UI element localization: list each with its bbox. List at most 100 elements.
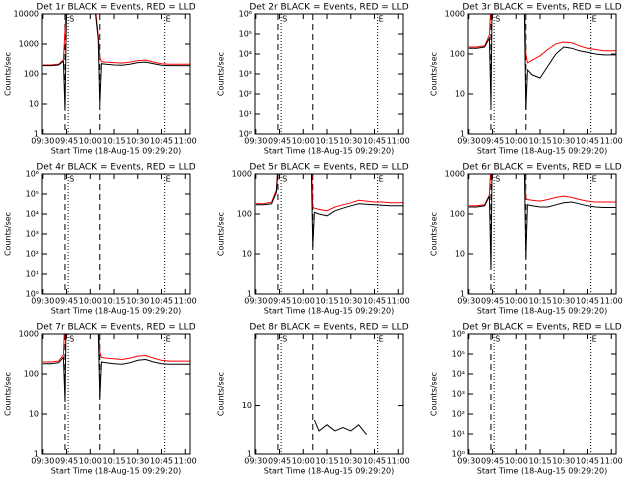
x-tick-label: 09:30 bbox=[457, 137, 480, 146]
y-tick-label: 10 bbox=[242, 250, 252, 259]
y-tick-label: 10⁰ bbox=[26, 290, 39, 299]
marker-label: S bbox=[282, 175, 287, 184]
x-tick-label: 10:30 bbox=[552, 457, 575, 466]
y-tick-label: 1 bbox=[460, 290, 465, 299]
axis-frame bbox=[254, 333, 404, 455]
series-line bbox=[42, 14, 190, 111]
x-tick-label: 10:15 bbox=[102, 457, 125, 466]
x-tick-label: 09:45 bbox=[55, 137, 78, 146]
x-tick-label: 10:00 bbox=[79, 297, 102, 306]
x-tick-label: 10:00 bbox=[505, 297, 528, 306]
x-tick-label: 09:30 bbox=[31, 137, 54, 146]
y-tick-label: 10³ bbox=[239, 70, 252, 79]
y-tick-label: 10 bbox=[29, 410, 39, 419]
x-tick-label: 11:00 bbox=[174, 137, 197, 146]
chart-title: Det 8r BLACK = Events, RED = LLD bbox=[249, 323, 408, 333]
marker-label: E bbox=[166, 175, 171, 184]
marker-label: E bbox=[592, 335, 597, 344]
y-tick-label: 10² bbox=[239, 90, 252, 99]
x-tick-label: 10:30 bbox=[339, 297, 362, 306]
x-tick-label: 11:00 bbox=[174, 457, 197, 466]
y-axis-label: Counts/sec bbox=[4, 212, 13, 256]
plot-area bbox=[490, 334, 592, 454]
x-tick-label: 10:00 bbox=[79, 457, 102, 466]
x-tick-label: 10:45 bbox=[150, 297, 173, 306]
x-tick-label: 10:45 bbox=[150, 457, 173, 466]
x-tick-label: 10:00 bbox=[79, 137, 102, 146]
axis-frame bbox=[467, 173, 617, 295]
axis-frame bbox=[254, 13, 404, 135]
marker-label: S bbox=[69, 175, 74, 184]
y-tick-label: 1 bbox=[247, 450, 252, 459]
y-tick-label: 10⁶ bbox=[26, 170, 39, 179]
x-tick-label: 09:30 bbox=[31, 457, 54, 466]
series-line bbox=[42, 334, 190, 363]
y-tick-label: 10 bbox=[242, 401, 252, 410]
y-tick-label: 1 bbox=[34, 130, 39, 139]
y-tick-label: 10² bbox=[26, 250, 39, 259]
x-tick-label: 10:30 bbox=[552, 137, 575, 146]
chart-title: Det 3r BLACK = Events, RED = LLD bbox=[462, 3, 621, 13]
x-tick-label: 10:15 bbox=[102, 137, 125, 146]
plot-area bbox=[42, 14, 190, 134]
chart-title: Det 7r BLACK = Events, RED = LLD bbox=[36, 323, 195, 333]
x-tick-label: 11:00 bbox=[600, 137, 623, 146]
y-tick-label: 10⁴ bbox=[26, 210, 39, 219]
axis-frame bbox=[467, 13, 617, 135]
marker-label: S bbox=[69, 335, 74, 344]
x-tick-label: 10:30 bbox=[126, 137, 149, 146]
axis-frame bbox=[254, 173, 404, 295]
y-tick-label: 1 bbox=[247, 290, 252, 299]
y-tick-label: 10⁶ bbox=[452, 330, 465, 339]
y-tick-label: 10⁶ bbox=[239, 10, 252, 19]
marker-label: S bbox=[495, 175, 500, 184]
series-line bbox=[468, 14, 616, 110]
marker-label: S bbox=[495, 335, 500, 344]
plot-area bbox=[277, 334, 379, 454]
x-tick-label: 09:30 bbox=[31, 297, 54, 306]
marker-label: E bbox=[166, 15, 171, 24]
chart-title: Det 6r BLACK = Events, RED = LLD bbox=[462, 163, 621, 173]
y-tick-label: 10³ bbox=[26, 230, 39, 239]
x-tick-label: 11:00 bbox=[387, 137, 410, 146]
series-line bbox=[255, 174, 403, 212]
y-axis-label: Counts/sec bbox=[430, 52, 439, 96]
series-line bbox=[42, 334, 190, 403]
x-axis-label: Start Time (18-Aug-15 09:29:20) bbox=[51, 307, 182, 316]
y-tick-label: 10000 bbox=[14, 10, 39, 19]
x-tick-label: 10:30 bbox=[339, 457, 362, 466]
x-tick-label: 10:15 bbox=[315, 297, 338, 306]
x-tick-label: 09:30 bbox=[244, 137, 267, 146]
x-axis-label: Start Time (18-Aug-15 09:29:20) bbox=[51, 467, 182, 476]
marker-label: E bbox=[592, 15, 597, 24]
marker-label: E bbox=[379, 15, 384, 24]
x-tick-label: 10:45 bbox=[576, 137, 599, 146]
y-tick-label: 10⁴ bbox=[239, 50, 252, 59]
x-tick-label: 09:45 bbox=[481, 137, 504, 146]
marker-label: S bbox=[282, 335, 287, 344]
x-tick-label: 10:30 bbox=[126, 457, 149, 466]
x-tick-label: 10:15 bbox=[102, 297, 125, 306]
marker-label: E bbox=[592, 175, 597, 184]
x-tick-label: 10:00 bbox=[292, 137, 315, 146]
x-tick-label: 09:45 bbox=[481, 457, 504, 466]
y-tick-label: 10³ bbox=[452, 390, 465, 399]
y-tick-label: 1000 bbox=[445, 170, 465, 179]
series-line bbox=[468, 174, 616, 270]
y-tick-label: 1 bbox=[460, 130, 465, 139]
y-axis-label: Counts/sec bbox=[4, 52, 13, 96]
series-line bbox=[313, 419, 367, 436]
chart-title: Det 1r BLACK = Events, RED = LLD bbox=[36, 3, 195, 13]
x-tick-label: 11:00 bbox=[387, 297, 410, 306]
y-axis-label: Counts/sec bbox=[4, 372, 13, 416]
x-axis-label: Start Time (18-Aug-15 09:29:20) bbox=[51, 147, 182, 156]
x-axis-label: Start Time (18-Aug-15 09:29:20) bbox=[264, 307, 395, 316]
x-tick-label: 09:45 bbox=[268, 137, 291, 146]
x-tick-label: 10:45 bbox=[150, 137, 173, 146]
x-tick-label: 10:45 bbox=[576, 457, 599, 466]
chart-title: Det 5r BLACK = Events, RED = LLD bbox=[249, 163, 408, 173]
x-tick-label: 10:00 bbox=[292, 457, 315, 466]
y-tick-label: 10⁵ bbox=[26, 190, 39, 199]
